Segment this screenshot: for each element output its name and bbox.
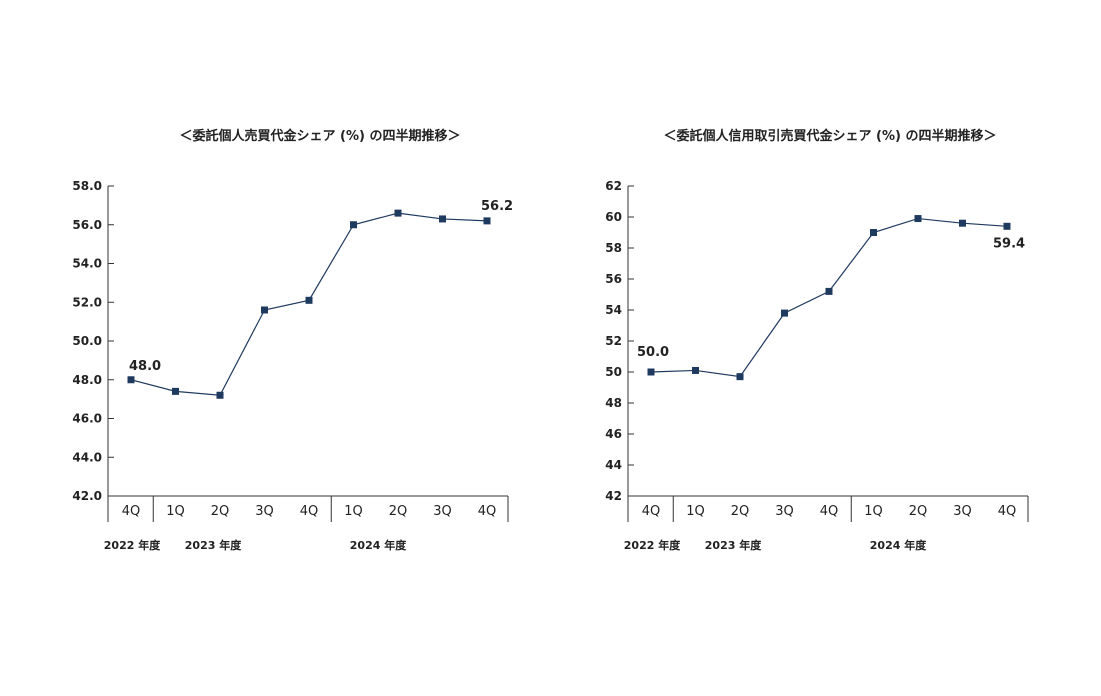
chart-1-x-tick-label: 2Q: [211, 504, 230, 519]
chart-1-year-label: 2022 年度: [104, 538, 161, 552]
chart-1-data-label: 56.2: [481, 199, 513, 214]
chart-2-y-tick-label: 46: [605, 427, 622, 441]
chart-2-x-tick-label: 2Q: [731, 504, 750, 519]
chart-1-data-point: [261, 306, 268, 314]
chart-1-y-tick-label: 44.0: [72, 450, 102, 464]
chart-1-y-tick-label: 42.0: [72, 489, 102, 503]
chart-2-year-label: 2022 年度: [624, 538, 681, 552]
chart-2-x-tick-label: 3Q: [775, 504, 794, 519]
chart-2-year-label: 2023 年度: [705, 538, 762, 552]
chart-2-y-tick-label: 54: [605, 303, 622, 317]
chart-1-y-tick-label: 52.0: [72, 295, 102, 309]
chart-2-series-line: [650, 217, 1008, 378]
chart-1-year-label: 2023 年度: [185, 538, 242, 552]
chart-2-y-tick-label: 42: [605, 489, 622, 503]
chart-1-data-point: [172, 387, 179, 395]
chart-1-y-tick-label: 48.0: [72, 373, 102, 387]
chart-2-data-point: [781, 309, 788, 317]
chart-2-x-tick-label: 1Q: [686, 504, 705, 519]
chart-1-data-point: [350, 221, 357, 229]
chart-2-y-tick-label: 52: [605, 334, 622, 348]
chart-2-y-tick-label: 50: [605, 365, 622, 379]
chart-1-x-tick-label: 1Q: [344, 504, 363, 519]
chart-1-y-tick-label: 58.0: [72, 179, 102, 193]
chart-1-x-tick-label: 4Q: [300, 504, 319, 519]
chart-2-data-point: [736, 373, 744, 381]
chart-1-data-point: [127, 376, 135, 384]
chart-2-data-point: [914, 215, 922, 223]
chart-1-data-label: 48.0: [129, 359, 161, 374]
chart-2-title: ＜委託個人信用取引売買代金シェア (%) の四半期推移＞: [663, 129, 997, 144]
chart-1-data-point: [305, 296, 313, 304]
chart-1-data-point: [394, 209, 402, 217]
chart-1-year-label: 2024 年度: [350, 538, 407, 552]
chart-2-data-label: 59.4: [993, 236, 1025, 251]
chart-2-data-point: [959, 219, 966, 227]
chart-1-y-tick-label: 50.0: [72, 334, 102, 348]
chart-1-x-tick-label: 1Q: [166, 504, 185, 519]
chart-1-x-tick-label: 3Q: [255, 504, 274, 519]
chart-2-x-tick-label: 4Q: [820, 504, 839, 519]
chart-1-y-tick-label: 54.0: [72, 257, 102, 271]
chart-2-data-point: [870, 229, 877, 236]
chart-2-data-point: [825, 287, 833, 295]
chart-2-y-tick-label: 48: [605, 396, 622, 410]
chart-1-data-point: [439, 215, 446, 223]
chart-1-x-tick-label: 2Q: [389, 504, 408, 519]
chart-2-data-point: [1003, 222, 1011, 230]
chart-1-x-tick-label: 3Q: [433, 504, 452, 519]
chart-2-x-tick-label: 1Q: [864, 504, 883, 519]
chart-2-x-tick-label: 4Q: [998, 504, 1017, 519]
chart-2-data-point: [692, 366, 699, 374]
chart-2-y-tick-label: 56: [605, 272, 622, 286]
chart-1-title: ＜委託個人売買代金シェア (%) の四半期推移＞: [179, 129, 461, 144]
chart-2-x-tick-label: 4Q: [642, 504, 661, 519]
chart-2-year-label: 2024 年度: [870, 538, 927, 552]
chart-2-y-tick-label: 60: [605, 210, 622, 224]
chart-1-y-tick-label: 46.0: [72, 412, 102, 426]
chart-2-data-label: 50.0: [637, 345, 669, 360]
chart-2-x-tick-label: 3Q: [953, 504, 972, 519]
chart-1-series-line: [130, 212, 488, 396]
chart-1-x-tick-label: 4Q: [478, 504, 497, 519]
chart-1-data-point: [483, 217, 491, 225]
chart-1-y-tick-label: 56.0: [72, 218, 102, 232]
chart-2-y-tick-label: 44: [605, 458, 622, 472]
chart-2-y-tick-label: 62: [605, 179, 622, 193]
chart-2-x-tick-label: 2Q: [909, 504, 928, 519]
chart-1-x-tick-label: 4Q: [122, 504, 141, 519]
chart-1-data-point: [216, 391, 224, 399]
chart-2-y-tick-label: 58: [605, 241, 622, 255]
chart-2-data-point: [647, 368, 655, 376]
